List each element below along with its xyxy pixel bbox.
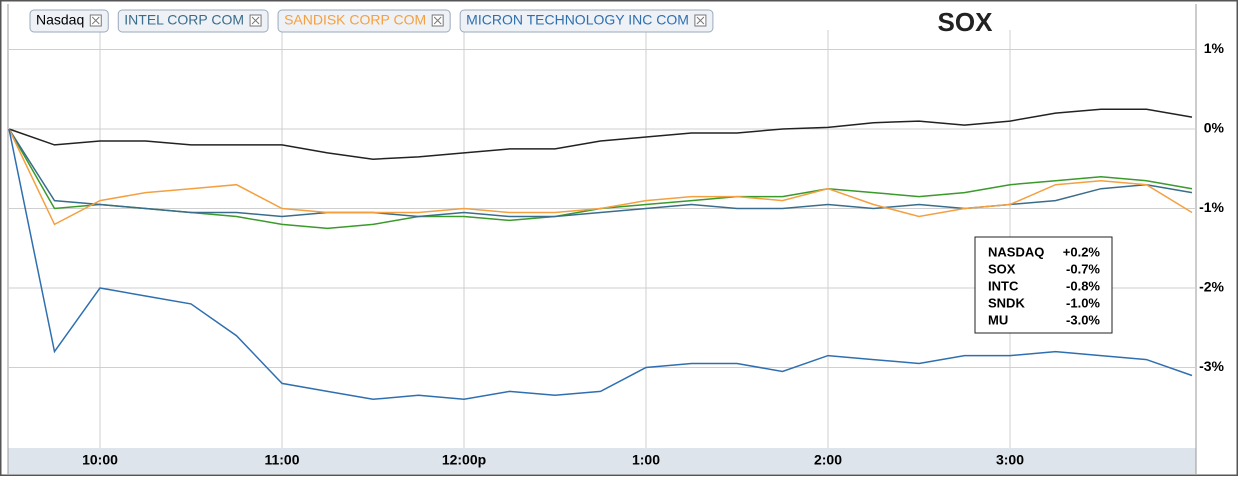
y-tick-label: -3% <box>1199 358 1224 374</box>
info-value: -3.0% <box>1066 312 1100 327</box>
legend-tab[interactable]: MICRON TECHNOLOGY INC COM <box>459 9 714 33</box>
x-tick-label: 2:00 <box>814 452 842 468</box>
legend-tab-box <box>277 9 451 33</box>
x-tick-label: 1:00 <box>632 452 660 468</box>
x-tick-label: 12:00p <box>442 452 486 468</box>
grid: 1% 0% -1% -2% -3% 10:00 11:00 12:00p 1:00 2:00 3:0… <box>9 30 1225 468</box>
info-name: NASDAQ <box>988 244 1044 259</box>
legend-label: MICRON TECHNOLOGY INC COM <box>466 12 689 28</box>
series-line <box>8 128 1193 226</box>
info-box: NASDAQ +0.2% SOX -0.7% INTC -0.8% SNDK -1.0% MU -… <box>974 236 1113 334</box>
x-axis-band <box>8 448 1196 474</box>
info-box-border <box>974 236 1113 334</box>
legend-tab[interactable]: INTEL CORP COM <box>117 9 269 33</box>
info-value: -1.0% <box>1066 295 1100 310</box>
legend-tab[interactable]: Nasdaq <box>29 9 109 33</box>
close-icon <box>251 16 260 25</box>
close-icon <box>696 16 705 25</box>
x-tick-label: 10:00 <box>82 452 118 468</box>
y-tick-label: -2% <box>1199 279 1224 295</box>
legend-label: INTEL CORP COM <box>124 12 244 28</box>
legend-tab-box <box>29 9 109 33</box>
series-line <box>8 128 1193 401</box>
y-tick-label: 0% <box>1204 120 1225 136</box>
info-value: -0.7% <box>1066 261 1100 276</box>
x-tick-label: 3:00 <box>996 452 1024 468</box>
legend-label: SANDISK CORP COM <box>284 12 426 28</box>
series-line <box>8 108 1193 160</box>
info-name: SNDK <box>988 295 1025 310</box>
legend: Nasdaq INTEL CORP COM SANDISK CORP COM MICR… <box>29 9 714 33</box>
info-value: +0.2% <box>1063 244 1101 259</box>
close-icon <box>433 16 442 25</box>
x-tick-label: 11:00 <box>264 452 299 468</box>
legend-label: Nasdaq <box>36 12 84 28</box>
info-name: SOX <box>988 261 1016 276</box>
y-tick-label: 1% <box>1204 40 1225 56</box>
close-icon <box>91 16 100 25</box>
chart-title: SOX <box>938 7 994 37</box>
info-name: INTC <box>988 278 1019 293</box>
lines <box>8 108 1193 401</box>
legend-tab-box <box>459 9 714 33</box>
info-name: MU <box>988 312 1008 327</box>
legend-tab[interactable]: SANDISK CORP COM <box>277 9 451 33</box>
info-value: -0.8% <box>1066 278 1100 293</box>
y-tick-label: -1% <box>1199 199 1224 215</box>
legend-tab-box <box>117 9 269 33</box>
